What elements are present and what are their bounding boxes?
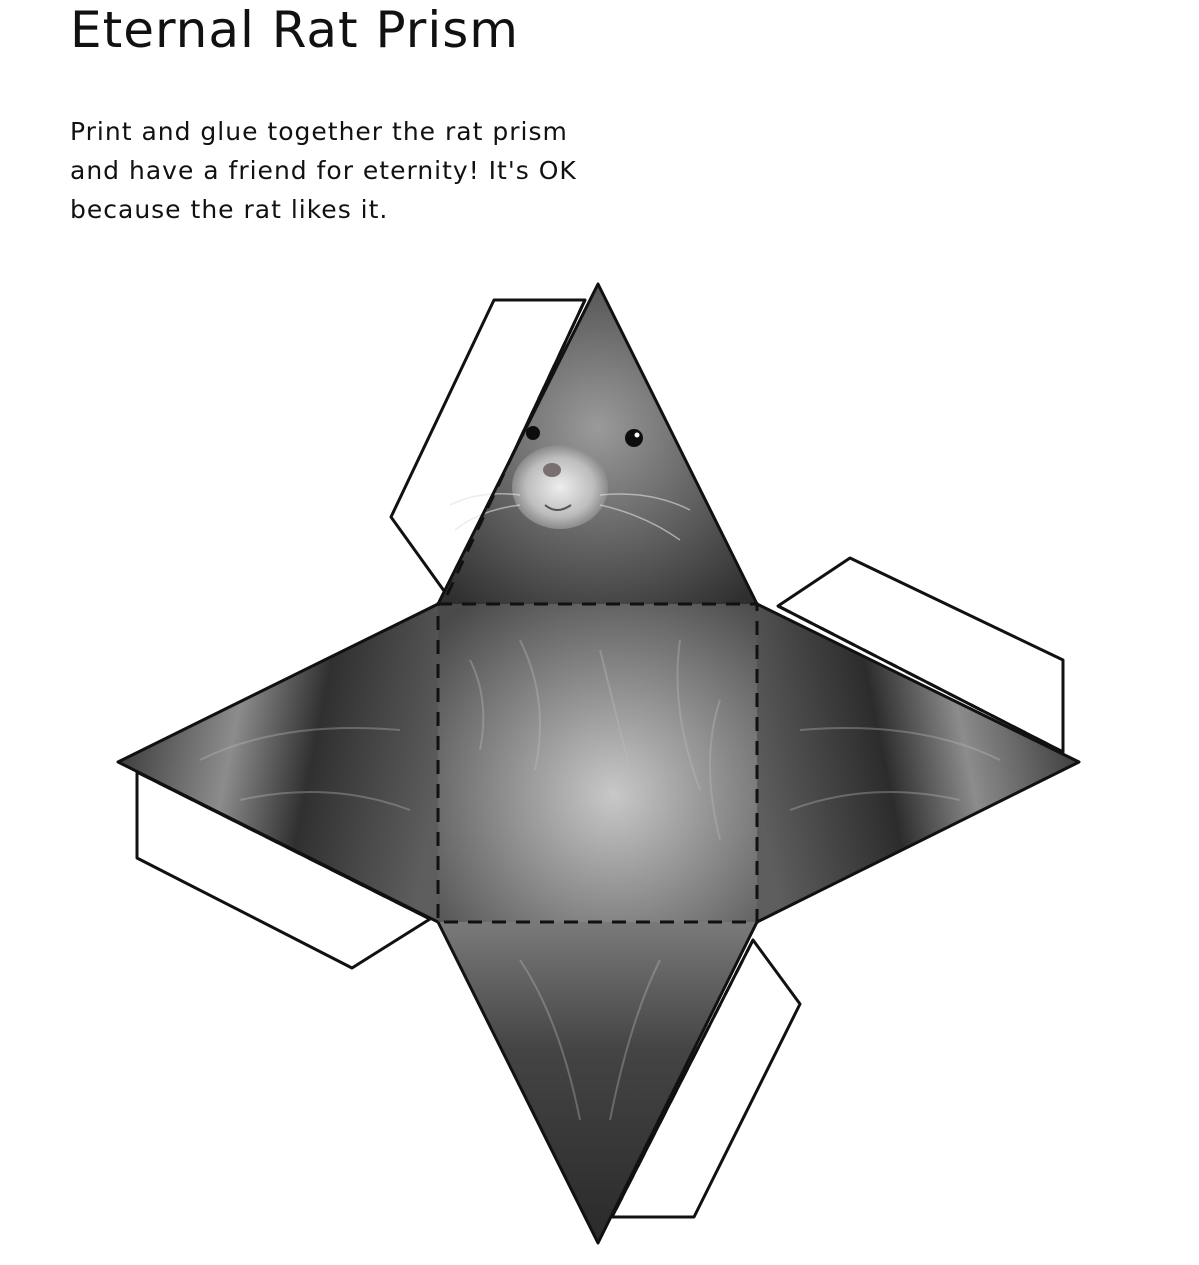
face-left xyxy=(118,604,438,922)
instructions-line: and have a friend for eternity! It's OK xyxy=(70,156,577,185)
rat-nose xyxy=(543,463,561,477)
rat-eye-highlight xyxy=(634,432,640,438)
fold-line-left-tab xyxy=(136,770,431,921)
instructions-line: Print and glue together the rat prism xyxy=(70,117,568,146)
glue-tab-right xyxy=(776,556,1065,754)
fold-line-bottom-tab xyxy=(610,939,755,1218)
rat-face-illustration xyxy=(449,426,691,541)
rat-whiskers xyxy=(449,493,691,541)
rat-mouth xyxy=(544,504,572,511)
rat-eye-right xyxy=(625,429,643,447)
rat-eye-left xyxy=(526,426,540,440)
fold-lines xyxy=(136,299,1064,1218)
face-top xyxy=(438,284,757,604)
prism-faces xyxy=(118,284,1079,1243)
glue-tab-bottom xyxy=(610,938,802,1219)
base-fold-square xyxy=(436,602,759,924)
page-title: Eternal Rat Prism xyxy=(70,1,520,59)
fold-line-right-tab xyxy=(777,604,1064,754)
instructions-line: because the rat likes it. xyxy=(70,195,389,224)
face-right xyxy=(757,604,1079,922)
fold-line-top-tab xyxy=(445,299,587,596)
instructions-text: Print and glue together the rat prism an… xyxy=(70,112,710,229)
rat-snout xyxy=(512,445,608,529)
face-bottom xyxy=(438,922,757,1243)
fur-texture xyxy=(199,639,1001,1121)
face-base xyxy=(438,604,757,922)
